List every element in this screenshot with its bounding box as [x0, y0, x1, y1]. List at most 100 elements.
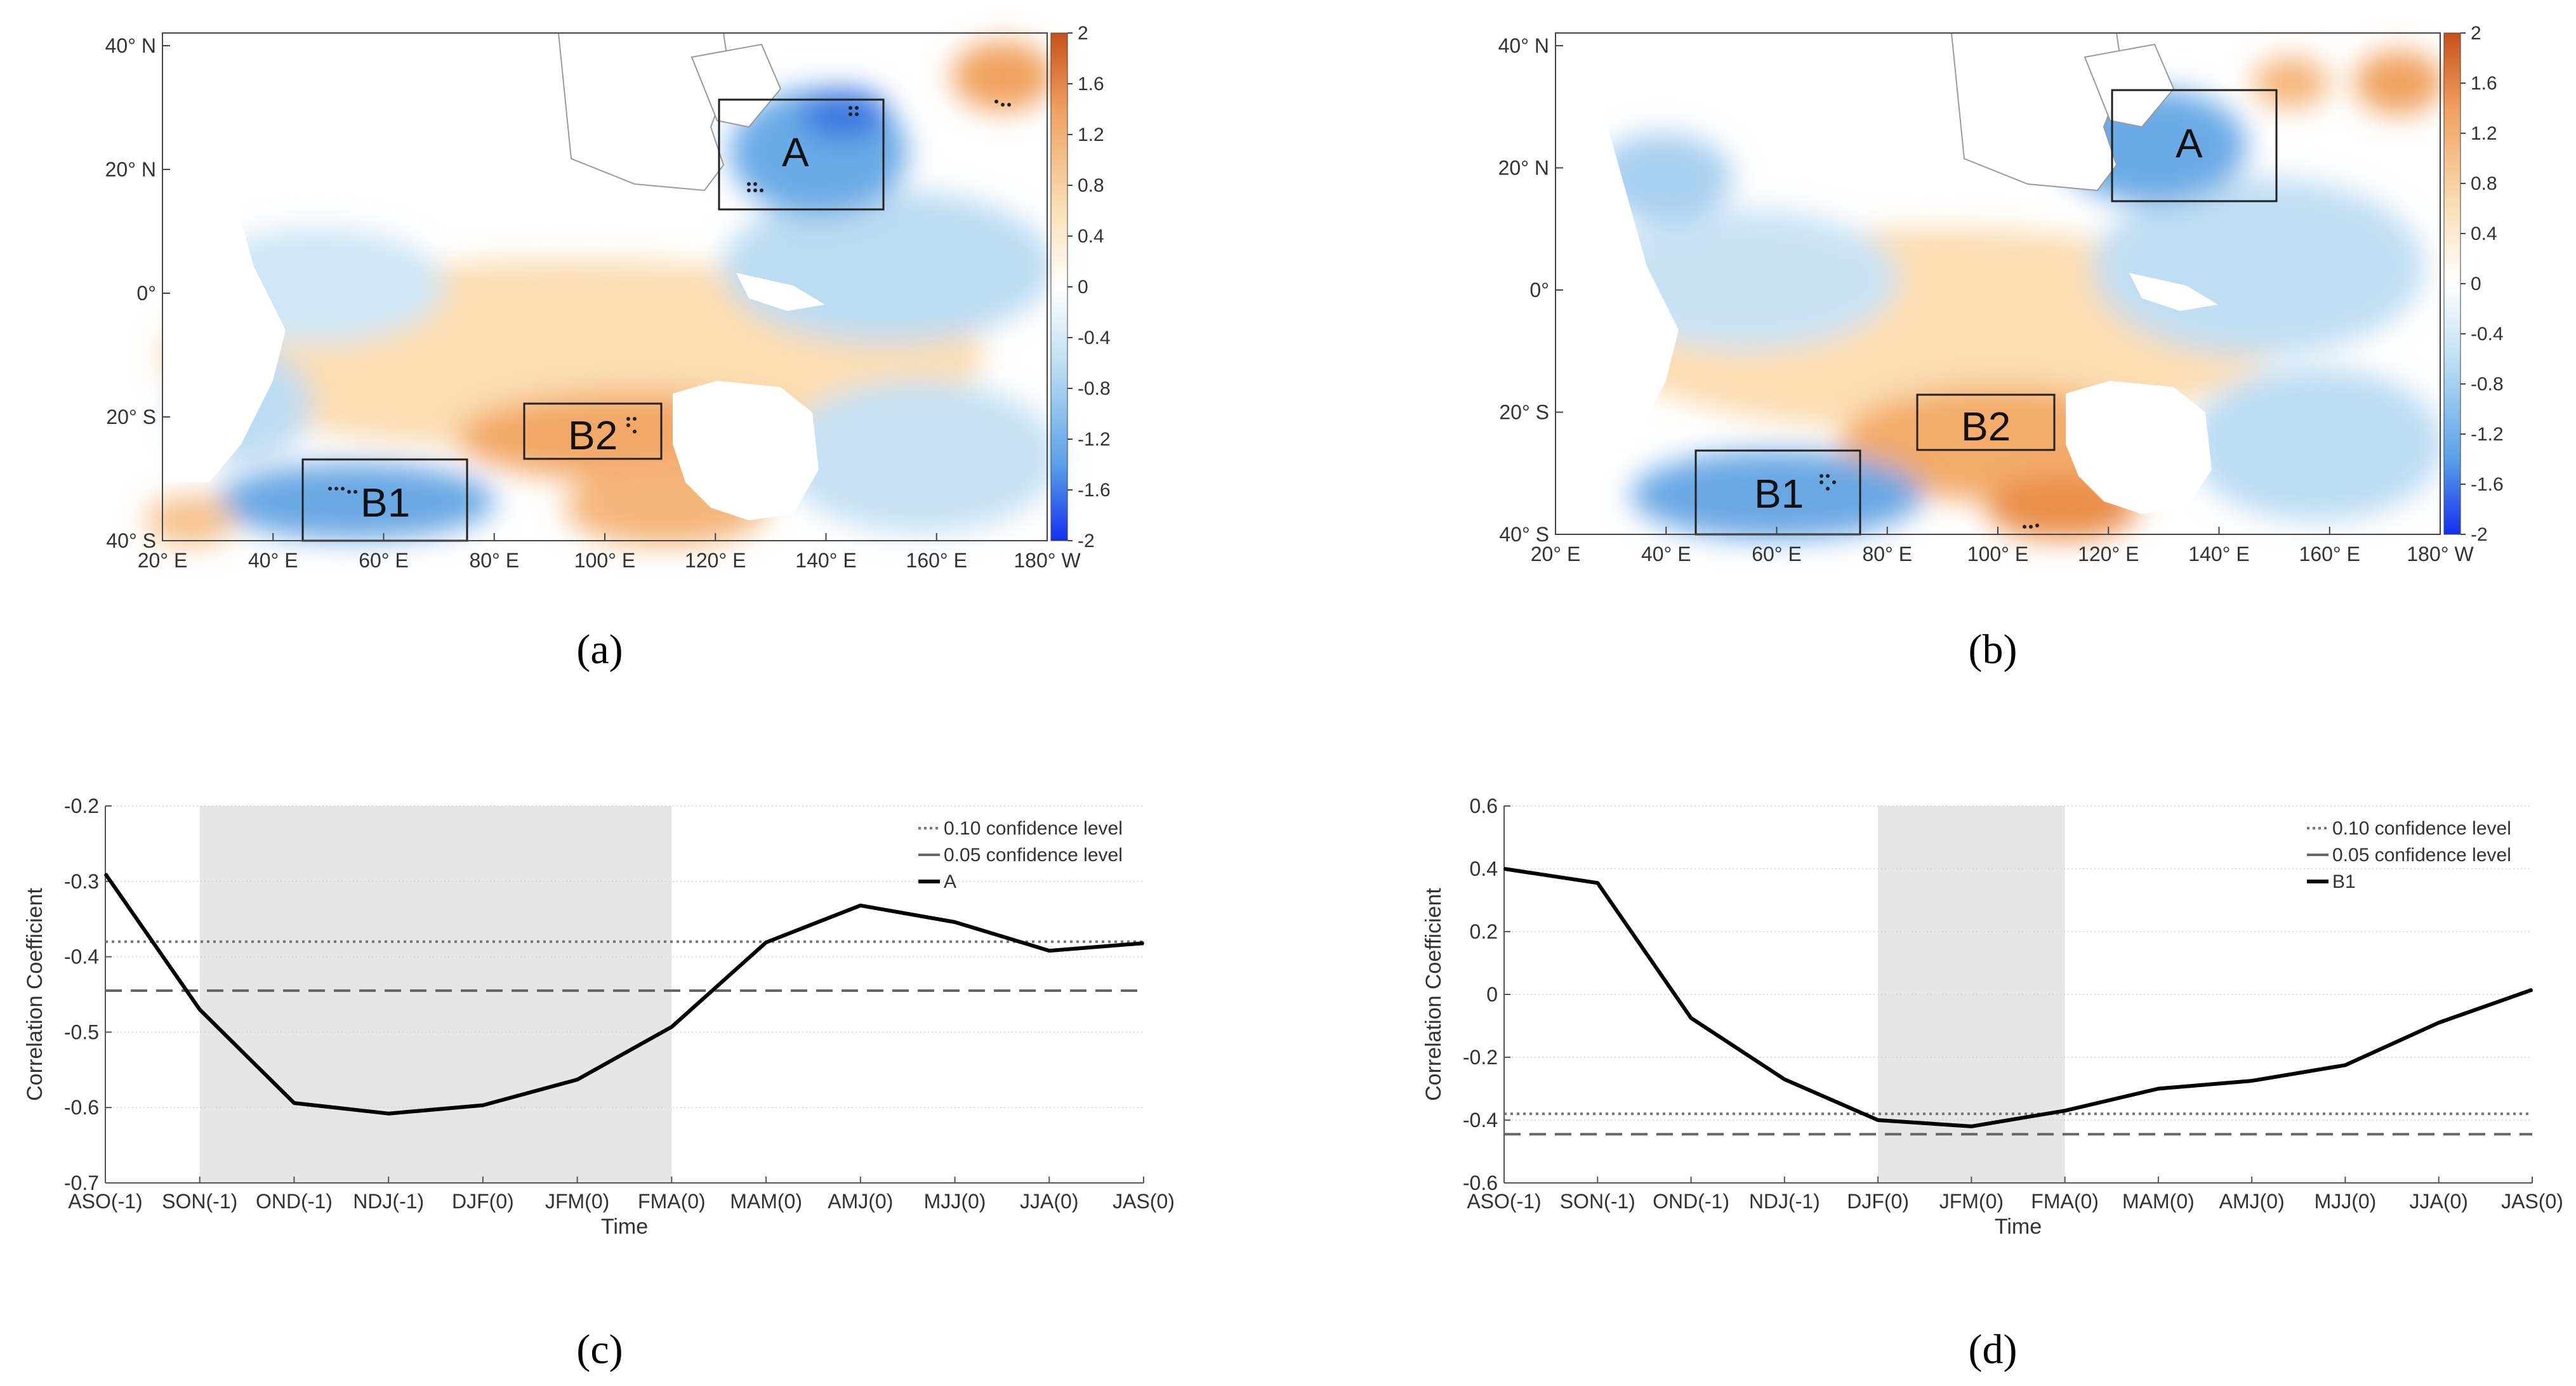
x-tick-label: FMA(0)	[2031, 1190, 2099, 1213]
lon-tick-label: 120° E	[2078, 543, 2139, 565]
x-tick-label: DJF(0)	[1847, 1190, 1909, 1213]
lon-tick-label: 20° E	[138, 549, 188, 572]
box-label-B2-b: B2	[1961, 404, 2011, 449]
data-point	[671, 1026, 673, 1028]
x-tick-label: MAM(0)	[730, 1190, 802, 1213]
x-tick-label: OND(-1)	[1653, 1190, 1729, 1213]
lat-tick-label: 0°	[1529, 279, 1549, 301]
colorbar-tick-label: 0.8	[1078, 175, 1104, 196]
colorbar-tick-label: 0.4	[1078, 226, 1104, 247]
colorbar-tick-label: -1.6	[2471, 474, 2504, 495]
data-point	[105, 873, 106, 874]
data-point	[1783, 1078, 1785, 1080]
x-tick-label: MAM(0)	[2122, 1190, 2195, 1213]
y-tick-label: -0.6	[64, 1096, 99, 1119]
colorbar-a	[1050, 32, 1068, 541]
y-tick-label: 0	[1486, 983, 1498, 1006]
data-point	[293, 1102, 295, 1104]
y-tick-label: -0.2	[1463, 1046, 1498, 1069]
colorbar-tick-label: -0.8	[2471, 374, 2504, 395]
x-tick-label: JJA(0)	[1020, 1190, 1078, 1213]
y-tick-label: -0.3	[64, 870, 99, 893]
x-tick-label: ASO(-1)	[68, 1190, 142, 1213]
x-axis-label: Time	[1995, 1215, 2042, 1239]
lat-tick-label: 40° N	[105, 34, 156, 57]
lon-tick-label: 80° E	[469, 549, 519, 572]
colorbar-ticks-b: 2 1.6 1.2 0.8 0.4 0 -0.4 -0.8 -1.2 -1.6 -2	[2460, 23, 2504, 545]
data-point	[199, 1008, 201, 1010]
colorbar-tick-label: 1.6	[2471, 73, 2497, 94]
x-tick-label: FMA(0)	[638, 1190, 706, 1213]
colorbar-tick-label: -2	[1078, 531, 1095, 551]
lat-tick-label: 40° S	[106, 529, 156, 552]
x-tick-label: NDJ(-1)	[353, 1190, 424, 1213]
legend-label: B1	[2332, 871, 2356, 892]
x-tick-label: JFM(0)	[1939, 1190, 2004, 1213]
box-B2-a	[523, 402, 663, 460]
legend-label: A	[944, 871, 956, 892]
panel-label-a: (a)	[576, 626, 623, 673]
x-tick-label: SON(-1)	[162, 1190, 237, 1213]
colorbar-tick-label: 0.8	[2471, 173, 2497, 194]
lon-tick-label: 140° E	[795, 549, 856, 572]
lat-tick-label: 40° S	[1499, 523, 1549, 546]
series-line	[1503, 867, 2533, 1128]
lon-tick-label: 120° E	[685, 549, 746, 572]
colorbar-tick-label: 2	[2471, 23, 2481, 44]
legend-label: 0.10 confidence level	[2332, 818, 2511, 839]
y-axis-label: Correlation Coefficient	[1422, 888, 1446, 1101]
lat-ticks-b: 40° N 20° N 0° 20° S 40° S	[1498, 34, 1563, 546]
box-A-a	[718, 98, 885, 211]
land-northeast-asia	[690, 43, 782, 128]
y-tick-label: -0.4	[64, 946, 99, 968]
lon-ticks-b: 20° E 40° E 60° E 80° E 100° E 120° E 140° E 16…	[1531, 527, 2474, 565]
y-axis-label: Correlation Coefficient	[23, 888, 47, 1101]
x-tick-label: ASO(-1)	[1467, 1190, 1541, 1213]
lon-tick-label: 80° E	[1862, 543, 1912, 565]
data-point	[576, 1079, 578, 1081]
legend-label: 0.05 confidence level	[2332, 845, 2511, 866]
x-tick-label: OND(-1)	[256, 1190, 333, 1213]
y-tick-label: 0.4	[1470, 857, 1498, 880]
colorbar-tick-label: -1.6	[1078, 480, 1111, 501]
box-label-A-a: A	[782, 129, 809, 175]
x-tick-label: DJF(0)	[452, 1190, 514, 1213]
box-B2-b	[1916, 393, 2056, 451]
data-point	[1877, 1119, 1879, 1121]
colorbar-tick-label: 1.2	[1078, 124, 1104, 145]
colorbar-tick-label: -0.4	[1078, 327, 1111, 348]
x-tick-label: JAS(0)	[1113, 1190, 1175, 1213]
x-tick-label: MJJ(0)	[924, 1190, 986, 1213]
x-tick-label: JAS(0)	[2501, 1190, 2563, 1213]
x-tick-label: MJJ(0)	[2315, 1190, 2377, 1213]
lon-tick-label: 40° E	[1641, 543, 1691, 565]
lon-tick-label: 100° E	[574, 549, 635, 572]
colorbar-tick-label: -2	[2471, 524, 2488, 545]
lon-ticks-a: 20° E 40° E 60° E 80° E 100° E 120° E 140° E 16…	[138, 533, 1081, 572]
data-point	[388, 1112, 390, 1114]
legend-label: 0.10 confidence level	[944, 818, 1123, 839]
lon-tick-label: 140° E	[2188, 543, 2249, 565]
lon-tick-label: 100° E	[1967, 543, 2028, 565]
data-point	[2532, 989, 2533, 991]
box-A-b	[2111, 89, 2278, 202]
data-point	[1503, 868, 1505, 869]
x-axis-label: Time	[601, 1215, 648, 1239]
y-tick-label: -0.6	[1463, 1172, 1498, 1194]
land-asia-west	[162, 33, 558, 159]
land-new-guinea	[736, 273, 825, 311]
data-point	[2344, 1064, 2346, 1066]
lon-tick-label: 180° W	[1014, 549, 1081, 572]
data-point	[1597, 882, 1599, 884]
data-point	[765, 942, 767, 944]
colorbar-tick-label: -1.2	[1078, 429, 1111, 450]
data-point	[2157, 1088, 2159, 1090]
colorbar-tick-label: 1.6	[1078, 74, 1104, 95]
colorbar-tick-label: 0	[1078, 277, 1088, 298]
x-tick-label: AMJ(0)	[2219, 1190, 2285, 1213]
colorbar-tick-label: -1.2	[2471, 424, 2504, 445]
y-tick-label: -0.5	[64, 1020, 99, 1043]
significance-dots-a	[328, 100, 1011, 494]
